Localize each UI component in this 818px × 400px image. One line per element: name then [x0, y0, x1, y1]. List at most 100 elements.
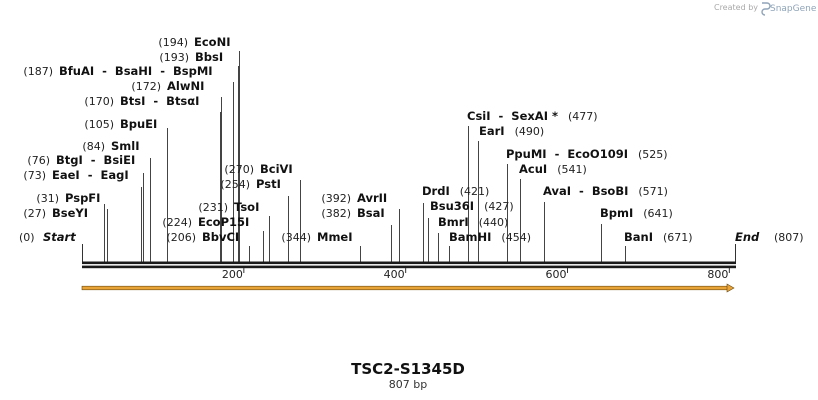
site-enzyme-name: EaeI - EagI: [52, 168, 129, 182]
site-enzyme-name: BseYI: [52, 206, 88, 220]
feature-arrow[interactable]: [81, 283, 735, 293]
site-label-bmri[interactable]: BmrI (440): [438, 215, 508, 229]
site-label-ecop15i[interactable]: (224) EcoP15I: [162, 215, 249, 229]
site-enzyme-name: BpmI: [600, 206, 633, 220]
site-label-csii[interactable]: CsiI - SexAI * (477): [467, 109, 598, 123]
site-position: (344): [281, 231, 311, 244]
axis-tick-label: 200: [222, 268, 243, 281]
site-enzyme-name: EcoNI: [194, 35, 230, 49]
site-position: (76): [27, 154, 50, 167]
site-position: (31): [36, 192, 59, 205]
site-position: (172): [131, 80, 161, 93]
site-label-eaei[interactable]: (73) EaeI - EagI: [23, 168, 128, 182]
site-enzyme-name: BpuEI: [120, 117, 157, 131]
site-enzyme-name: BsaI: [357, 206, 385, 220]
site-position: (571): [638, 185, 668, 198]
site-enzyme-name: BbvCI: [202, 230, 239, 244]
site-label-mmei[interactable]: (344) MmeI: [281, 230, 352, 244]
dna-backbone: [82, 261, 736, 269]
site-position: (477): [568, 110, 598, 123]
snapgene-brand-name: SnapGene: [770, 4, 817, 14]
site-label-bfuai[interactable]: (187) BfuAI - BsaHI - BspMI: [23, 64, 212, 78]
site-position: (84): [82, 140, 105, 153]
site-enzyme-name: PpuMI - EcoO109I: [506, 147, 628, 161]
site-enzyme-name: BfuAI - BsaHI - BspMI: [59, 64, 213, 78]
site-label-bsu36i[interactable]: Bsu36I (427): [430, 199, 514, 213]
site-enzyme-name: EcoP15I: [198, 215, 249, 229]
site-enzyme-name: SmlI: [111, 139, 140, 153]
site-enzyme-name: AvaI - BsoBI: [543, 184, 628, 198]
site-label-eari[interactable]: EarI (490): [479, 124, 544, 138]
site-position: (270): [224, 163, 254, 176]
start-position: (0): [19, 231, 35, 244]
site-enzyme-name: PstI: [256, 177, 281, 191]
site-label-bbsi[interactable]: (193) BbsI: [159, 50, 223, 64]
site-enzyme-name: AcuI: [519, 162, 547, 176]
site-enzyme-name: BamHI: [449, 230, 491, 244]
site-enzyme-name: BanI: [624, 230, 653, 244]
site-label-avrii[interactable]: (392) AvrII: [321, 191, 387, 205]
site-enzyme-name: Bsu36I: [430, 199, 474, 213]
end-label: End: [735, 230, 760, 244]
site-position: (231): [198, 201, 228, 214]
site-position: (170): [84, 95, 114, 108]
site-enzyme-name: TsoI: [234, 200, 259, 214]
site-position: (541): [557, 163, 587, 176]
site-label-bsai[interactable]: (382) BsaI: [321, 206, 384, 220]
site-label-acui[interactable]: AcuI (541): [519, 162, 587, 176]
snapgene-logo-icon: [761, 2, 771, 16]
site-label-tsoi[interactable]: (231) TsoI: [198, 200, 259, 214]
site-label-psti[interactable]: (254) PstI: [220, 177, 280, 191]
axis-ticks: 200 400 600 800: [222, 268, 730, 281]
site-position: (73): [23, 169, 46, 182]
site-label-pspfi[interactable]: (31) PspFI: [36, 191, 100, 205]
site-enzyme-name: BbsI: [195, 50, 223, 64]
site-enzyme-name: CsiI - SexAI *: [467, 109, 558, 123]
axis-tick-label: 800: [707, 268, 728, 281]
site-label-bseyi[interactable]: (27) BseYI: [23, 206, 88, 220]
site-label-econi[interactable]: (194) EcoNI: [158, 35, 230, 49]
sequence-length: 807 bp: [389, 378, 427, 391]
site-enzyme-name: BtgI - BsiEI: [56, 153, 135, 167]
site-label-bamhi[interactable]: BamHI (454): [449, 230, 531, 244]
site-position: (27): [23, 207, 46, 220]
site-enzyme-name: AlwNI: [167, 79, 204, 93]
site-position: (206): [166, 231, 196, 244]
end-marker: End (807): [735, 230, 804, 262]
site-label-smli[interactable]: (84) SmlI: [82, 139, 139, 153]
site-position: (187): [23, 65, 53, 78]
site-position: (194): [158, 36, 188, 49]
site-position: (421): [460, 185, 490, 198]
site-enzyme-name: EarI: [479, 124, 505, 138]
site-label-avai[interactable]: AvaI - BsoBI (571): [543, 184, 668, 198]
snapgene-watermark: Created by SnapGene: [714, 2, 817, 16]
site-enzyme-name: BtsI - BtsαI: [120, 94, 199, 108]
site-label-bani[interactable]: BanI (671): [624, 230, 693, 244]
site-lines: [104, 51, 626, 262]
site-label-alwni[interactable]: (172) AlwNI: [131, 79, 204, 93]
axis-tick-label: 400: [384, 268, 405, 281]
created-by-label: Created by: [714, 3, 758, 12]
site-enzyme-name: DrdI: [422, 184, 450, 198]
site-position: (671): [663, 231, 693, 244]
end-position: (807): [774, 231, 804, 244]
site-enzyme-name: BciVI: [260, 162, 293, 176]
site-position: (382): [321, 207, 351, 220]
site-label-bcivi[interactable]: (270) BciVI: [224, 162, 292, 176]
site-label-ppumi[interactable]: PpuMI - EcoO109I (525): [506, 147, 668, 161]
site-label-btsi[interactable]: (170) BtsI - BtsαI: [84, 94, 199, 108]
site-label-bpuei[interactable]: (105) BpuEI: [84, 117, 157, 131]
start-label: Start: [43, 230, 76, 244]
axis-tick-label: 600: [546, 268, 567, 281]
site-labels: (27) BseYI(31) PspFI (73) EaeI - EagI(76) Btg…: [23, 35, 692, 244]
site-label-bbvci[interactable]: (206) BbvCI: [166, 230, 239, 244]
site-label-btgi[interactable]: (76) BtgI - BsiEI: [27, 153, 135, 167]
site-position: (254): [220, 178, 250, 191]
site-label-bpmi[interactable]: BpmI (641): [600, 206, 673, 220]
site-enzyme-name: MmeI: [317, 230, 353, 244]
site-label-drdi[interactable]: DrdI (421): [422, 184, 489, 198]
site-position: (440): [479, 216, 509, 229]
site-position: (525): [638, 148, 668, 161]
start-marker: (0) Start: [19, 230, 83, 262]
